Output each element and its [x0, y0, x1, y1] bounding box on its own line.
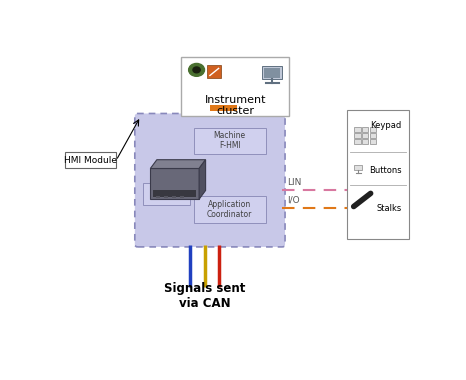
Bar — [153, 190, 196, 197]
Bar — [143, 183, 190, 205]
Text: Gateway: Gateway — [150, 190, 184, 199]
Bar — [210, 105, 237, 111]
Text: Keypad: Keypad — [370, 121, 401, 130]
Bar — [181, 57, 289, 116]
Text: Stalks: Stalks — [376, 204, 401, 212]
Bar — [179, 196, 184, 198]
Text: Machine
F-HMI: Machine F-HMI — [214, 131, 246, 150]
Circle shape — [193, 67, 200, 73]
Bar — [207, 65, 221, 78]
Bar — [194, 196, 266, 223]
FancyBboxPatch shape — [135, 114, 285, 247]
Bar — [354, 127, 361, 132]
Text: Buttons: Buttons — [369, 166, 401, 176]
Bar — [370, 127, 377, 132]
Bar — [370, 139, 377, 144]
Polygon shape — [151, 160, 206, 168]
Bar — [355, 165, 363, 170]
Circle shape — [189, 63, 205, 76]
Bar — [65, 152, 116, 168]
Text: Instrument
cluster: Instrument cluster — [205, 95, 266, 116]
Text: Signals sent
via CAN: Signals sent via CAN — [164, 282, 245, 310]
Bar — [194, 128, 266, 154]
Bar — [354, 139, 361, 144]
Bar — [362, 133, 369, 138]
Text: HMI Module: HMI Module — [64, 156, 117, 165]
Bar — [164, 196, 168, 198]
Text: Application
Coordinator: Application Coordinator — [207, 200, 253, 219]
Text: LIN: LIN — [288, 178, 302, 187]
Bar — [370, 133, 377, 138]
Bar — [362, 139, 369, 144]
Bar — [262, 66, 282, 79]
Bar — [171, 196, 176, 198]
Bar — [362, 127, 369, 132]
Text: I/O: I/O — [288, 195, 300, 204]
Bar — [347, 110, 409, 239]
Bar — [264, 68, 281, 78]
Bar — [354, 133, 361, 138]
Polygon shape — [199, 160, 206, 199]
Bar — [151, 168, 199, 199]
Bar — [156, 196, 160, 198]
